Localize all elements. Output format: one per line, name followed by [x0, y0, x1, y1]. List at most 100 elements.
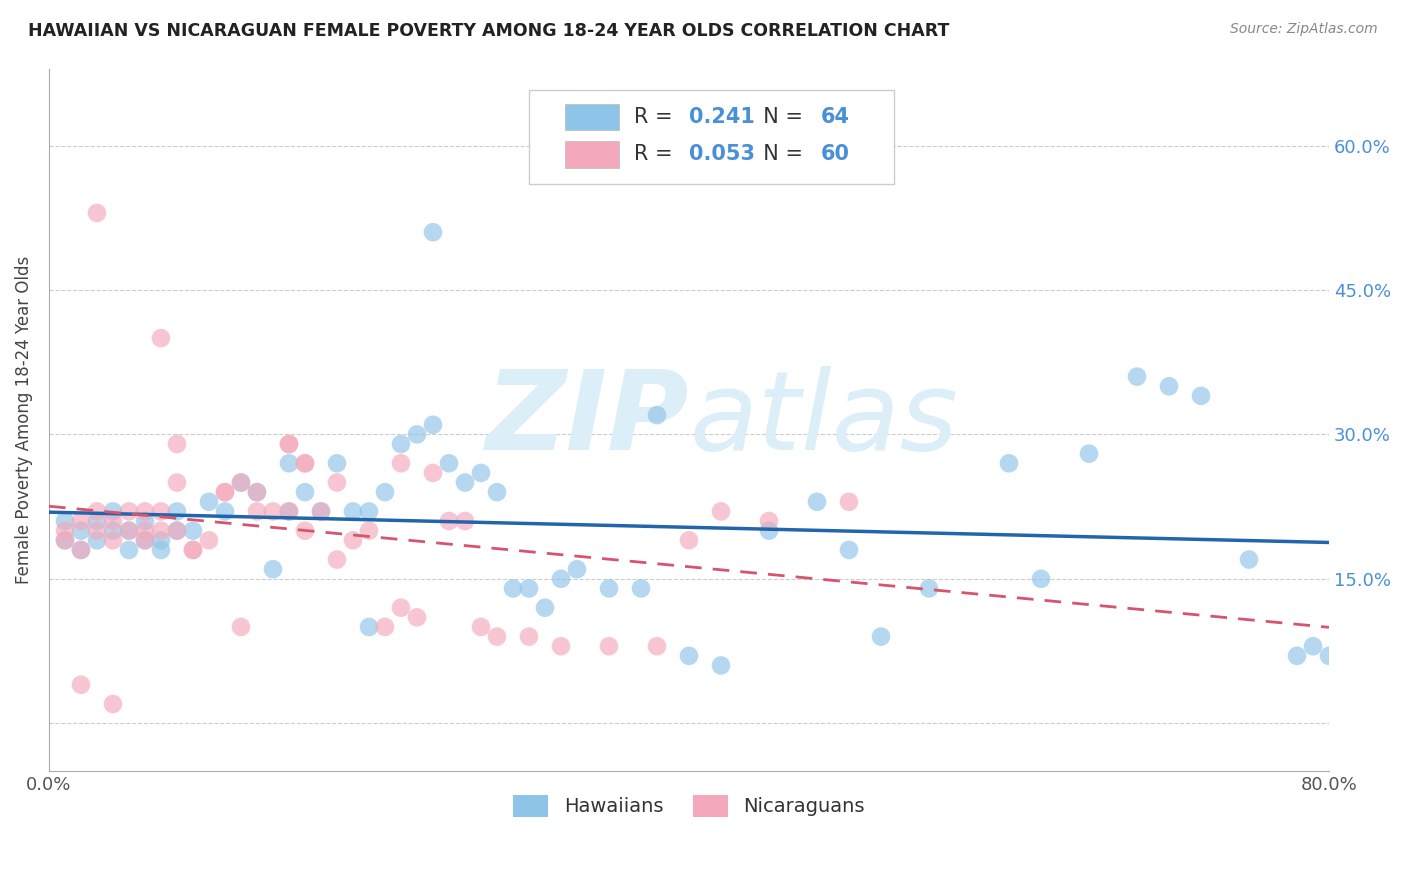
FancyBboxPatch shape [529, 89, 894, 185]
Point [806, 495, 828, 509]
Point [517, 630, 540, 644]
Point [918, 582, 941, 596]
Point [294, 485, 316, 500]
Point [53, 533, 76, 548]
Point [1078, 447, 1101, 461]
Point [422, 466, 444, 480]
Point [101, 533, 124, 548]
Point [246, 485, 269, 500]
Point [214, 485, 236, 500]
Point [838, 543, 860, 558]
Point [326, 552, 349, 566]
Point [1126, 369, 1149, 384]
Point [229, 475, 252, 490]
Point [1317, 648, 1340, 663]
Point [309, 504, 332, 518]
Point [758, 514, 780, 528]
Point [149, 504, 172, 518]
Point [502, 582, 524, 596]
Point [198, 533, 221, 548]
Text: atlas: atlas [689, 367, 957, 474]
Point [454, 514, 477, 528]
Text: 60: 60 [821, 145, 849, 164]
Point [357, 620, 380, 634]
Point [181, 543, 204, 558]
Point [166, 524, 188, 538]
Point [149, 331, 172, 345]
FancyBboxPatch shape [565, 141, 619, 168]
Point [454, 475, 477, 490]
Point [326, 456, 349, 470]
Point [198, 495, 221, 509]
Text: Source: ZipAtlas.com: Source: ZipAtlas.com [1230, 22, 1378, 37]
Point [86, 206, 108, 220]
Point [374, 485, 396, 500]
Point [166, 504, 188, 518]
Point [1157, 379, 1180, 393]
Point [678, 648, 700, 663]
Point [517, 582, 540, 596]
Point [598, 639, 620, 653]
Point [485, 630, 508, 644]
Point [278, 437, 301, 451]
Point [389, 600, 412, 615]
Point [70, 524, 93, 538]
Text: HAWAIIAN VS NICARAGUAN FEMALE POVERTY AMONG 18-24 YEAR OLDS CORRELATION CHART: HAWAIIAN VS NICARAGUAN FEMALE POVERTY AM… [28, 22, 949, 40]
Point [53, 524, 76, 538]
Point [294, 524, 316, 538]
Point [342, 533, 364, 548]
Point [134, 533, 156, 548]
Point [437, 514, 460, 528]
Point [710, 658, 733, 673]
Point [70, 543, 93, 558]
Point [149, 543, 172, 558]
Point [678, 533, 700, 548]
Text: 64: 64 [821, 107, 849, 127]
Point [166, 437, 188, 451]
Text: 0.053: 0.053 [689, 145, 755, 164]
Point [278, 437, 301, 451]
FancyBboxPatch shape [565, 103, 619, 130]
Point [134, 524, 156, 538]
Point [422, 417, 444, 432]
Point [246, 485, 269, 500]
Point [406, 427, 429, 442]
Point [70, 514, 93, 528]
Point [53, 533, 76, 548]
Point [565, 562, 588, 576]
Text: 0.241: 0.241 [689, 107, 755, 127]
Point [758, 524, 780, 538]
Text: N =: N = [751, 145, 810, 164]
Point [118, 504, 141, 518]
Point [101, 514, 124, 528]
Point [422, 225, 444, 239]
Point [534, 600, 557, 615]
Point [118, 524, 141, 538]
Point [53, 514, 76, 528]
Point [357, 504, 380, 518]
Point [630, 582, 652, 596]
Point [309, 504, 332, 518]
Point [278, 504, 301, 518]
Point [838, 495, 860, 509]
Point [550, 639, 572, 653]
Point [86, 524, 108, 538]
Point [86, 533, 108, 548]
Point [278, 456, 301, 470]
Point [181, 524, 204, 538]
Point [870, 630, 893, 644]
Point [246, 504, 269, 518]
Point [229, 620, 252, 634]
Point [134, 504, 156, 518]
Text: ZIP: ZIP [485, 367, 689, 474]
Point [1302, 639, 1324, 653]
Point [118, 524, 141, 538]
Legend: Hawaiians, Nicaraguans: Hawaiians, Nicaraguans [506, 787, 872, 825]
Text: R =: R = [634, 107, 679, 127]
Point [357, 524, 380, 538]
Point [262, 562, 284, 576]
Point [101, 504, 124, 518]
Y-axis label: Female Poverty Among 18-24 Year Olds: Female Poverty Among 18-24 Year Olds [15, 256, 32, 584]
Point [70, 543, 93, 558]
Point [406, 610, 429, 624]
